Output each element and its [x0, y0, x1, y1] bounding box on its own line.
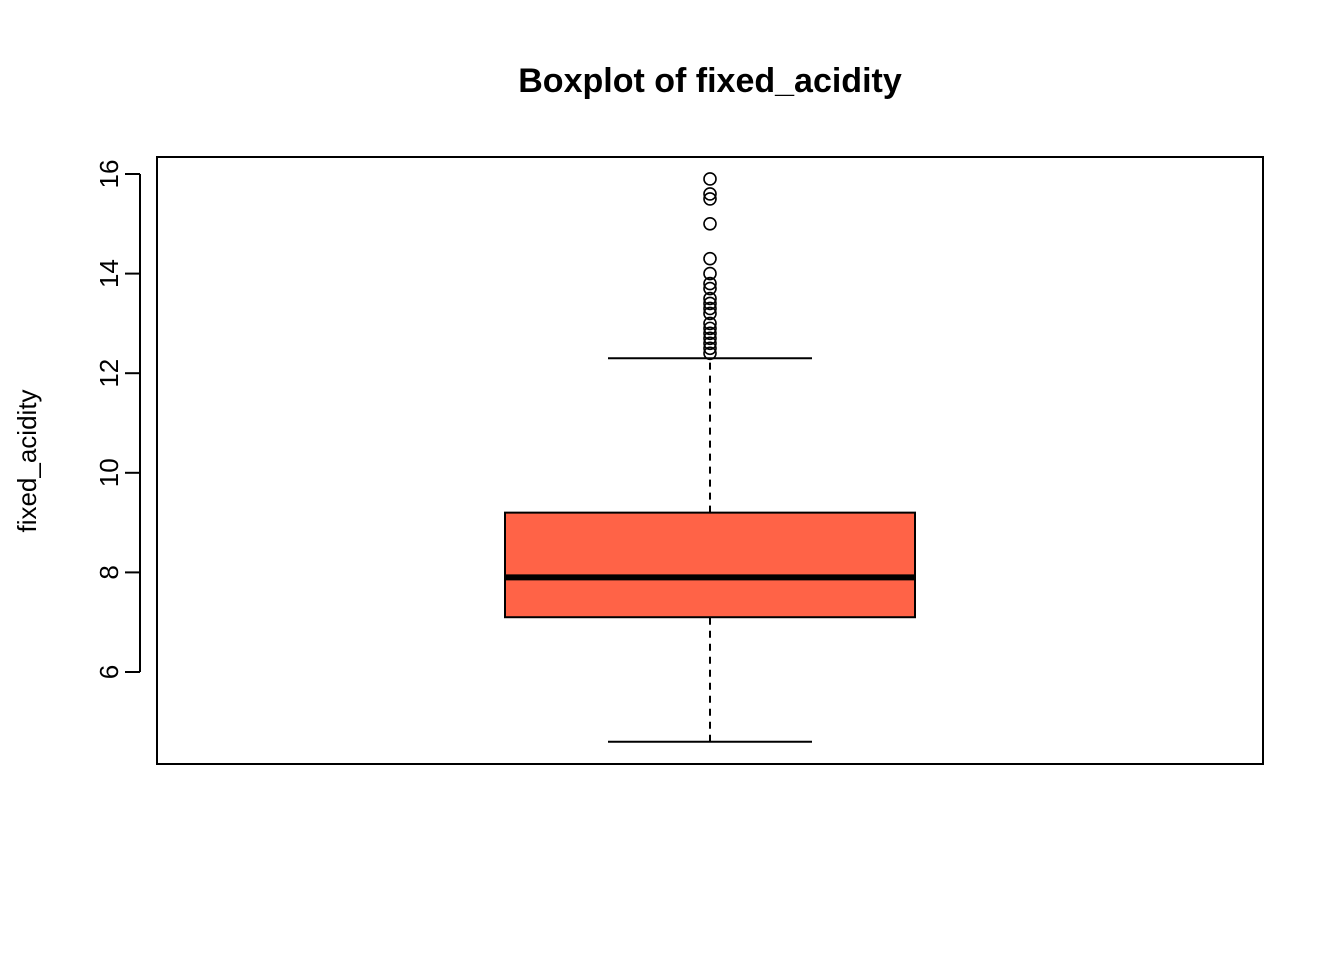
- plot-frame: [156, 156, 1264, 765]
- y-tick-label: 6: [94, 665, 124, 679]
- outlier-point: [703, 306, 717, 321]
- outlier-point: [703, 331, 717, 346]
- outlier-point: [703, 296, 717, 311]
- outlier-points: [703, 172, 717, 361]
- y-axis: 6 8 10 12 14 16: [94, 160, 141, 679]
- outlier-point: [703, 301, 717, 316]
- y-tick-label: 12: [94, 359, 124, 388]
- outlier-point: [703, 341, 717, 356]
- outlier-point: [703, 187, 717, 201]
- outlier-point: [703, 336, 717, 351]
- y-tick-label: 16: [94, 160, 124, 189]
- outlier-point: [703, 321, 717, 336]
- outlier-point: [703, 266, 717, 281]
- box-group: [504, 357, 916, 743]
- y-axis-label: fixed_acidity: [12, 389, 42, 532]
- outlier-point: [703, 346, 717, 361]
- outlier-point: [703, 281, 717, 296]
- y-tick-label: 8: [94, 565, 124, 579]
- outlier-point: [703, 291, 717, 306]
- outlier-point: [703, 217, 717, 231]
- outlier-point: [703, 172, 717, 186]
- interquartile-box: [504, 511, 916, 619]
- outlier-point: [703, 326, 717, 341]
- outlier-point: [703, 276, 717, 291]
- chart-title: Boxplot of fixed_acidity: [518, 62, 902, 100]
- outlier-point: [703, 251, 717, 266]
- y-tick-label: 14: [94, 259, 124, 288]
- y-tick-label: 10: [94, 458, 124, 487]
- outlier-point: [703, 192, 717, 206]
- outlier-point: [703, 316, 717, 331]
